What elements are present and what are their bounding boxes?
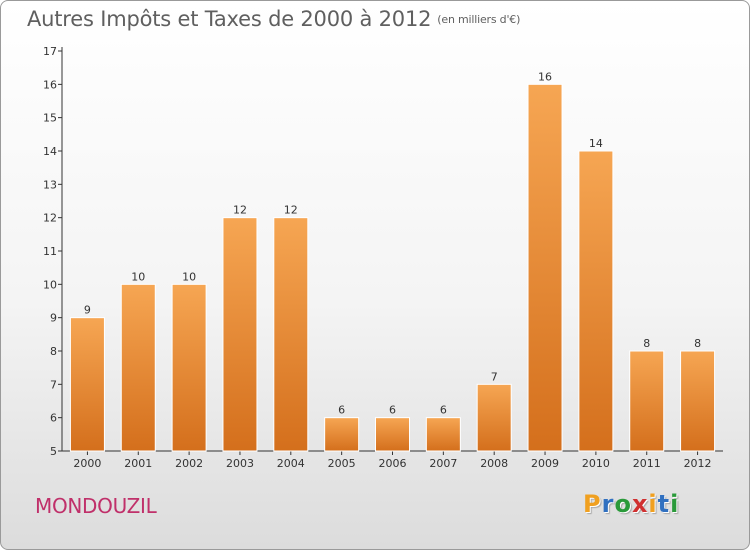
bar-2002 xyxy=(171,283,207,452)
value-label-2006: 6 xyxy=(389,404,396,417)
value-label-2008: 7 xyxy=(491,370,498,383)
y-tick-label-5: 5 xyxy=(50,445,57,458)
y-tick-label-11: 11 xyxy=(43,245,57,258)
value-label-2012: 8 xyxy=(694,337,701,350)
bar-2009 xyxy=(527,83,563,452)
commune-name: MONDOUZIL xyxy=(35,494,157,518)
x-tick-label-2010: 2010 xyxy=(582,457,610,470)
logo-letter: r xyxy=(601,490,615,518)
bar-2005 xyxy=(324,417,360,452)
bars xyxy=(69,83,716,452)
logo-letter: P xyxy=(583,490,602,518)
bar-2001 xyxy=(120,283,156,452)
value-label-2011: 8 xyxy=(643,337,650,350)
value-label-2001: 10 xyxy=(131,270,145,283)
y-tick-label-16: 16 xyxy=(43,78,57,91)
y-tick-label-9: 9 xyxy=(50,312,57,325)
logo-letter: i xyxy=(670,490,680,518)
x-tick-label-2006: 2006 xyxy=(379,457,407,470)
bar-2011 xyxy=(629,350,665,452)
logo-letter: t xyxy=(657,490,671,518)
y-tick-label-13: 13 xyxy=(43,178,57,191)
bar-2004 xyxy=(273,217,309,452)
value-label-2003: 12 xyxy=(233,204,247,217)
y-tick-label-7: 7 xyxy=(50,378,57,391)
value-label-2005: 6 xyxy=(338,404,345,417)
logo-letter: i xyxy=(648,490,658,518)
axes: 5 6 7 8 9 10 11 12 13 14 15 16 17 2000 2001 2002 2003 200… xyxy=(43,45,723,470)
x-tick-label-2003: 2003 xyxy=(226,457,254,470)
value-label-2002: 10 xyxy=(182,270,196,283)
bar-2007 xyxy=(425,417,461,452)
value-label-2004: 12 xyxy=(284,204,298,217)
y-tick-label-8: 8 xyxy=(50,345,57,358)
x-tick-label-2005: 2005 xyxy=(328,457,356,470)
proxiti-logo[interactable]: Proxiti xyxy=(583,490,679,518)
logo-letter: o xyxy=(614,490,632,518)
x-tick-label-2004: 2004 xyxy=(277,457,305,470)
value-label-2009: 16 xyxy=(538,70,552,83)
chart-title-block: Autres Impôts et Taxes de 2000 à 2012 (en… xyxy=(27,7,520,31)
y-tick-label-17: 17 xyxy=(43,45,57,58)
bar-2012 xyxy=(680,350,716,452)
x-tick-label-2007: 2007 xyxy=(429,457,457,470)
y-tick-label-10: 10 xyxy=(43,278,57,291)
bar-2003 xyxy=(222,217,258,452)
x-tick-label-2000: 2000 xyxy=(73,457,101,470)
value-label-2010: 14 xyxy=(589,137,603,150)
bar-2008 xyxy=(476,383,512,452)
x-tick-label-2008: 2008 xyxy=(480,457,508,470)
x-tick-label-2011: 2011 xyxy=(633,457,661,470)
y-tick-label-12: 12 xyxy=(43,212,57,225)
x-tick-label-2012: 2012 xyxy=(684,457,712,470)
x-tick-label-2002: 2002 xyxy=(175,457,203,470)
x-tick-label-2001: 2001 xyxy=(124,457,152,470)
bar-2006 xyxy=(375,417,410,452)
x-tick-label-2009: 2009 xyxy=(531,457,559,470)
y-tick-label-15: 15 xyxy=(43,112,57,125)
bar-2000 xyxy=(69,317,105,452)
value-labels: 9 10 10 12 12 6 6 6 7 16 14 8 8 xyxy=(84,70,701,416)
value-label-2000: 9 xyxy=(84,304,91,317)
value-label-2007: 6 xyxy=(440,404,447,417)
bar-2010 xyxy=(578,150,614,452)
logo-letter: x xyxy=(631,490,649,518)
y-tick-label-6: 6 xyxy=(50,412,57,425)
chart-title: Autres Impôts et Taxes de 2000 à 2012 xyxy=(27,7,432,31)
chart-subtitle: (en milliers d'€) xyxy=(437,13,521,26)
y-tick-label-14: 14 xyxy=(43,145,57,158)
